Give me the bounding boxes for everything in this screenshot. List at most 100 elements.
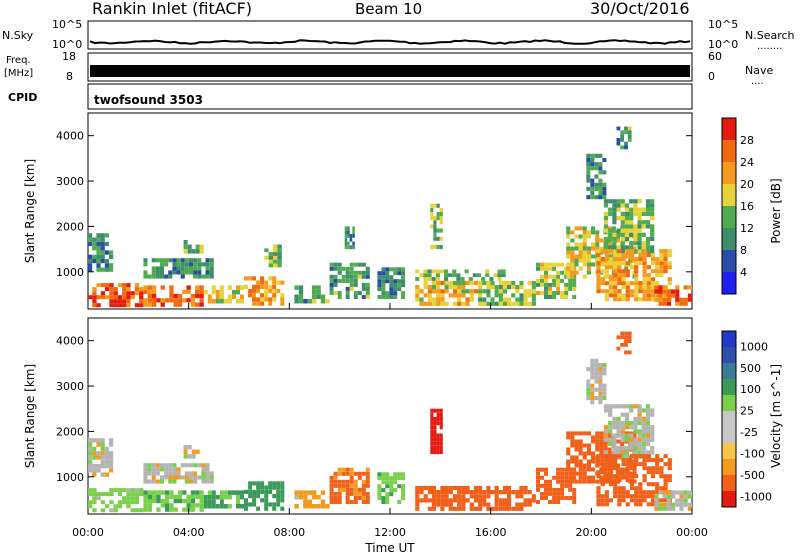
power-cell [604, 253, 609, 258]
velocity-cell [591, 455, 596, 460]
power-cell [625, 261, 630, 266]
power-cell [625, 293, 630, 298]
power-cell [307, 299, 312, 304]
power-cell [435, 277, 440, 281]
power-cell [448, 285, 453, 290]
power-cell [109, 254, 114, 259]
velocity-cell [650, 502, 656, 507]
velocity-cell [333, 483, 338, 488]
power-cell [159, 262, 164, 267]
velocity-cell [625, 458, 630, 463]
velocity-cell [629, 478, 635, 483]
power-cell [104, 233, 109, 238]
velocity-cell [599, 475, 604, 480]
velocity-cell [184, 479, 189, 484]
power-cell [197, 270, 202, 275]
velocity-cell [126, 488, 131, 493]
power-cell [544, 278, 548, 283]
velocity-cell [431, 498, 437, 503]
velocity-cell [625, 462, 630, 467]
velocity-cell [641, 441, 646, 447]
power-cell [180, 258, 185, 263]
velocity-cell [109, 508, 114, 513]
velocity-cell [608, 437, 613, 442]
power-cell [197, 266, 202, 271]
power-cell [478, 293, 483, 298]
power-cell [96, 263, 101, 268]
power-cell [430, 207, 434, 212]
power-cell [182, 298, 187, 303]
velocity-cell [381, 488, 386, 493]
velocity-cell [377, 484, 382, 489]
velocity-cell [117, 500, 123, 505]
velocity-cell [590, 383, 595, 388]
power-cell [527, 301, 532, 306]
velocity-cell [227, 504, 232, 509]
velocity-cell [341, 479, 346, 484]
power-cell [219, 289, 224, 295]
power-cell [240, 294, 244, 299]
power-cell [365, 282, 370, 287]
velocity-cell [507, 494, 512, 499]
power-cell [617, 253, 622, 258]
velocity-cell [473, 498, 479, 503]
velocity-cell [201, 467, 206, 472]
velocity-cell [578, 439, 583, 444]
velocity-cell [401, 484, 406, 489]
power-cell [209, 274, 214, 279]
power-cell [436, 203, 440, 208]
velocity-cell [307, 490, 312, 495]
power-cell [344, 241, 348, 246]
velocity-cell [329, 487, 334, 492]
velocity-cell [439, 437, 443, 442]
power-cell [527, 280, 532, 286]
power-cell [377, 271, 382, 276]
power-cell [252, 276, 257, 281]
power-cell [280, 301, 285, 306]
velocity-cell [594, 358, 599, 363]
power-cell [109, 267, 114, 272]
velocity-cell [190, 494, 196, 499]
velocity-cell [349, 475, 354, 480]
velocity-cell [482, 490, 487, 495]
power-cell [566, 262, 571, 267]
velocity-cell [507, 506, 512, 511]
power-cell [586, 258, 591, 263]
power-cell [117, 295, 123, 300]
velocity-cell [627, 335, 632, 340]
power-cell [658, 301, 663, 306]
velocity-cell [151, 471, 156, 476]
power-cell [650, 236, 655, 242]
power-cell [646, 277, 651, 282]
power-cell [607, 274, 612, 279]
power-cell [377, 287, 382, 292]
velocity-cell [88, 504, 93, 509]
power-cell [497, 277, 502, 281]
power-cell [566, 250, 571, 255]
velocity-cell [596, 458, 601, 463]
velocity-cell [637, 416, 642, 421]
power-cell [431, 269, 436, 274]
power-cell [352, 226, 355, 231]
power-cell [582, 230, 587, 235]
velocity-cell [193, 471, 198, 476]
power-cell [507, 297, 512, 302]
power-cell [604, 269, 609, 274]
velocity-cell [602, 396, 607, 401]
velocity-cell [433, 425, 437, 430]
power-cell [620, 216, 625, 221]
velocity-cell [381, 472, 386, 477]
power-cell [498, 297, 503, 302]
power-cell [590, 158, 595, 163]
power-cell [502, 297, 507, 302]
power-colorbar-tick: 12 [740, 222, 754, 235]
velocity-cell [349, 500, 354, 504]
velocity-cell [666, 502, 671, 507]
velocity-cell [182, 490, 187, 495]
velocity-cell [211, 490, 216, 495]
velocity-cell [223, 490, 228, 495]
velocity-cell [264, 502, 269, 507]
velocity-colorbar-swatch [722, 411, 736, 427]
velocity-cell [662, 506, 667, 511]
velocity-cell [591, 467, 596, 472]
